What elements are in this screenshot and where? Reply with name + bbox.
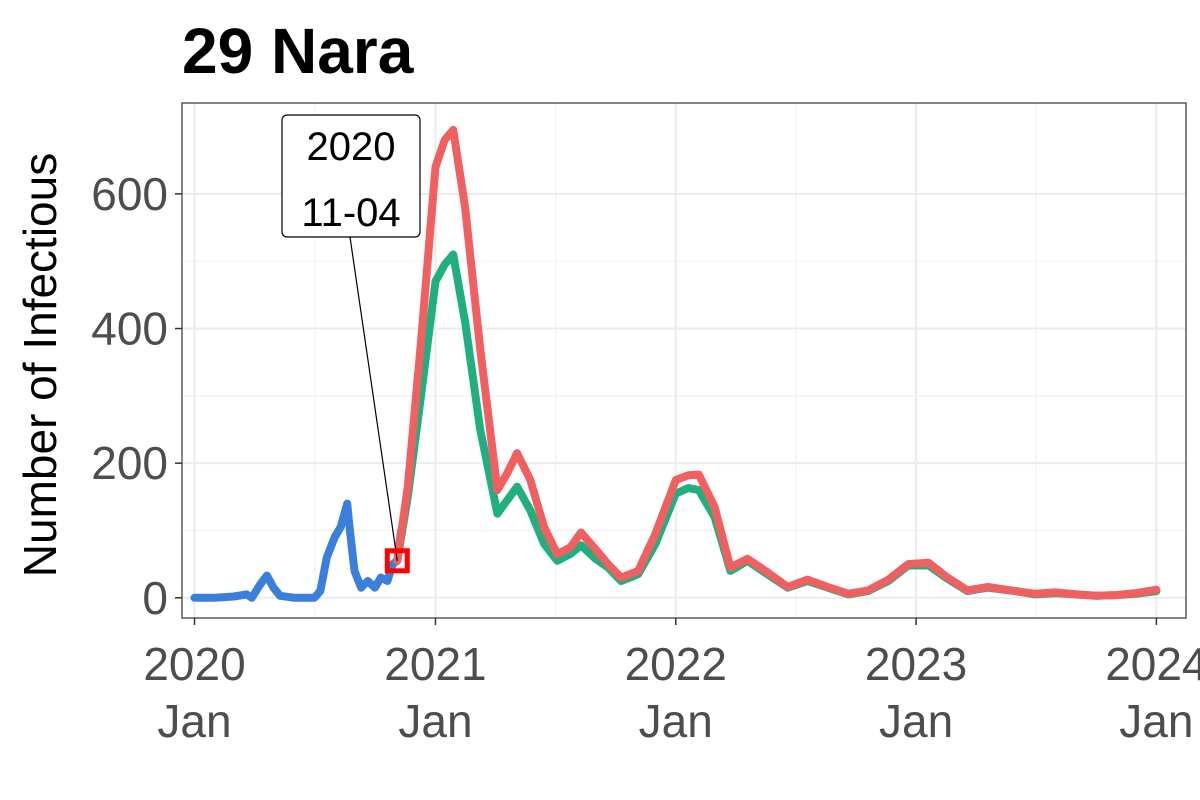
x-tick-year: 2022 (625, 638, 727, 690)
y-tick-label: 200 (91, 437, 168, 489)
x-tick-year: 2024 (1105, 638, 1200, 690)
annotation-label-box (281, 114, 421, 238)
chart-title: 29 Nara (182, 15, 414, 87)
annotation-marker (384, 548, 410, 574)
annotation: 2020 11-04 (281, 114, 421, 574)
y-axis-label: Number of Infectious (14, 153, 66, 577)
y-tick-label: 600 (91, 168, 168, 220)
annotation-label-line: 2020 (307, 125, 396, 169)
series-line-1 (190, 499, 406, 602)
annotation-leader-line (349, 236, 398, 561)
y-tick-label: 0 (142, 572, 168, 624)
x-tick-year: 2021 (384, 638, 486, 690)
x-tick-year: 2023 (865, 638, 967, 690)
x-tick-month: Jan (1119, 695, 1193, 747)
x-tick-year: 2020 (143, 638, 245, 690)
x-tick-month: Jan (879, 695, 953, 747)
series-line-3 (393, 125, 1161, 600)
x-tick-month: Jan (157, 695, 231, 747)
y-axis: 0 200 400 600 (91, 168, 182, 624)
plot-border (181, 102, 1187, 619)
series-lines (190, 125, 1161, 602)
annotation-label-line: 11-04 (301, 191, 400, 235)
x-tick-month: Jan (639, 695, 713, 747)
x-tick-month: Jan (398, 695, 472, 747)
y-tick-label: 400 (91, 303, 168, 355)
